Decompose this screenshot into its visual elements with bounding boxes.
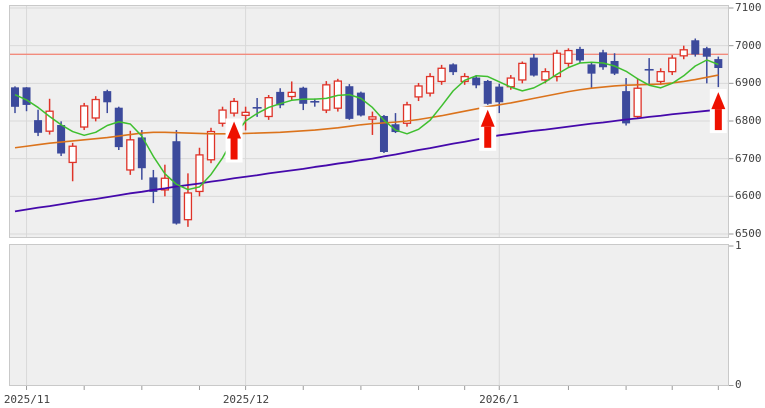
- y-axis-label-6700: 6700: [735, 152, 762, 165]
- y-axis-label-6500: 6500: [735, 227, 762, 240]
- panel-border: [9, 244, 729, 386]
- up-arrow-icon: [479, 106, 497, 151]
- long-ma-line: [14, 108, 719, 213]
- x-axis-label-2025-11: 2025/11: [3, 393, 51, 406]
- y-axis-label-6900: 6900: [735, 76, 762, 89]
- x-axis-label-2025-12: 2025/12: [222, 393, 270, 406]
- sub-panel: [9, 244, 729, 386]
- panel-border: [9, 5, 729, 238]
- subpanel-label-1: 1: [735, 239, 742, 252]
- subpanel-label-0: 0: [735, 378, 742, 391]
- up-arrow-icon: [225, 118, 243, 163]
- short-ma-line: [14, 59, 719, 191]
- x-axis-label-2026-1: 2026/1: [479, 393, 519, 406]
- axis-ticks: [26, 7, 734, 390]
- y-axis-label-6600: 6600: [735, 189, 762, 202]
- y-axis-label-6800: 6800: [735, 114, 762, 127]
- y-axis-label-7000: 7000: [735, 39, 762, 52]
- up-arrow-icon: [709, 89, 727, 134]
- mid-ma-line: [14, 74, 719, 149]
- y-axis-label-7100: 7100: [735, 1, 762, 14]
